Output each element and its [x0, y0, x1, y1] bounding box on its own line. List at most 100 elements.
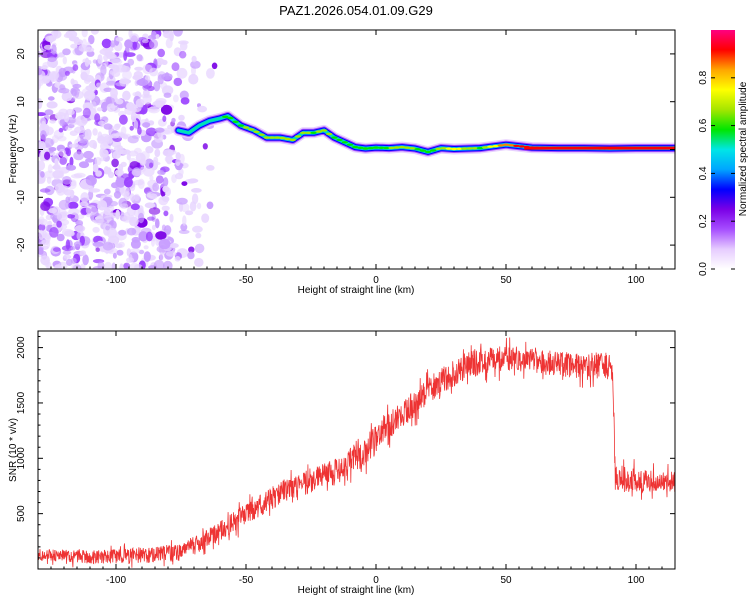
noise-blob [49, 119, 56, 124]
ridge-core [476, 146, 484, 150]
noise-blob [123, 262, 131, 269]
ridge-core [253, 130, 260, 133]
noise-blob [72, 64, 79, 71]
noise-blob [38, 246, 44, 251]
noise-blob [70, 43, 78, 49]
x-tick-label: 0 [373, 275, 379, 286]
colorbar-tick-label: 0.2 [698, 214, 709, 228]
noise-blob [67, 123, 75, 129]
noise-blob [110, 58, 123, 65]
noise-blob [188, 246, 195, 253]
noise-blob [90, 30, 99, 35]
noise-blob [38, 98, 43, 109]
noise-blob [179, 153, 185, 164]
noise-blob [133, 193, 140, 202]
noise-blob [54, 158, 59, 167]
ridge-core [383, 146, 390, 150]
noise-blob [143, 251, 151, 262]
noise-blob [56, 212, 68, 222]
noise-blob [122, 90, 131, 101]
noise-blob [56, 220, 62, 228]
noise-blob [148, 34, 158, 40]
noise-blob [73, 241, 82, 247]
noise-blob [133, 70, 143, 80]
noise-blob [119, 114, 128, 125]
noise-blob [180, 223, 188, 232]
ridge-core [315, 130, 322, 133]
noise-blob [43, 44, 53, 50]
noise-blob [90, 85, 96, 93]
ridge-core [284, 137, 291, 141]
noise-blob [147, 106, 160, 114]
noise-blob [124, 39, 133, 49]
y-tick-label: 20 [16, 48, 27, 60]
noise-blob [109, 212, 119, 218]
noise-blob [136, 54, 143, 62]
noise-blob [47, 56, 57, 63]
noise-blob [63, 189, 75, 196]
noise-blob [97, 200, 108, 211]
spectrogram-x-axis-label: Height of straight line (km) [298, 285, 415, 296]
noise-blob [100, 101, 108, 113]
noise-blob [123, 211, 131, 221]
noise-blob [163, 30, 174, 39]
noise-blob [189, 201, 197, 212]
noise-blob [179, 41, 188, 51]
ridge-core [242, 126, 250, 129]
noise-blob [48, 147, 57, 152]
noise-blob [103, 87, 113, 93]
y-tick-label: 1000 [16, 447, 27, 470]
noise-blob [70, 173, 83, 179]
noise-blob [94, 156, 102, 166]
noise-blob [176, 67, 188, 79]
ridge-core [450, 147, 458, 151]
x-tick-label: -50 [239, 275, 254, 286]
noise-blob [173, 94, 179, 103]
ridge-core [508, 144, 515, 147]
noise-blob [74, 214, 85, 220]
noise-blob [79, 250, 87, 256]
noise-blob [162, 115, 167, 122]
noise-blob [82, 102, 91, 111]
noise-blob [158, 238, 171, 250]
noise-blob [67, 214, 76, 219]
noise-blob [202, 143, 208, 150]
ridge-core [502, 143, 510, 146]
x-tick-label: 50 [500, 275, 512, 286]
noise-blob [188, 73, 199, 85]
noise-blob [58, 199, 70, 210]
noise-blob [124, 52, 136, 57]
noise-blob [148, 193, 158, 200]
noise-blob [109, 70, 117, 75]
noise-blob [126, 227, 137, 236]
noise-blob [75, 220, 84, 226]
noise-blob [103, 123, 113, 130]
noise-blob [197, 105, 208, 113]
noise-blob [57, 135, 67, 142]
noise-blob [72, 83, 82, 89]
noise-blob [171, 62, 180, 72]
ridge-core [274, 136, 281, 139]
ridge-core [419, 149, 426, 152]
noise-blob [89, 185, 94, 192]
noise-blob [142, 122, 151, 128]
noise-blob [145, 231, 153, 242]
snr-frame [37, 330, 676, 570]
noise-blob [149, 175, 154, 181]
noise-blob [108, 238, 116, 244]
ridge-core [300, 131, 307, 134]
noise-blob [149, 162, 154, 168]
ridge-core [456, 147, 463, 150]
noise-blob [97, 120, 106, 126]
noise-blob [163, 129, 171, 135]
spectrogram-y-axis-label: Frequency (Hz) [8, 115, 19, 184]
noise-blob [42, 230, 47, 238]
noise-blob [162, 196, 170, 203]
colorbar-ticks: 0.0 0.2 0.4 0.6 0.8 [698, 70, 735, 276]
noise-blob [38, 117, 47, 127]
noise-blob [152, 182, 160, 192]
noise-blob [78, 161, 90, 169]
noise-blob [38, 223, 46, 232]
ridge-core [414, 148, 421, 151]
noise-blob [73, 151, 84, 161]
